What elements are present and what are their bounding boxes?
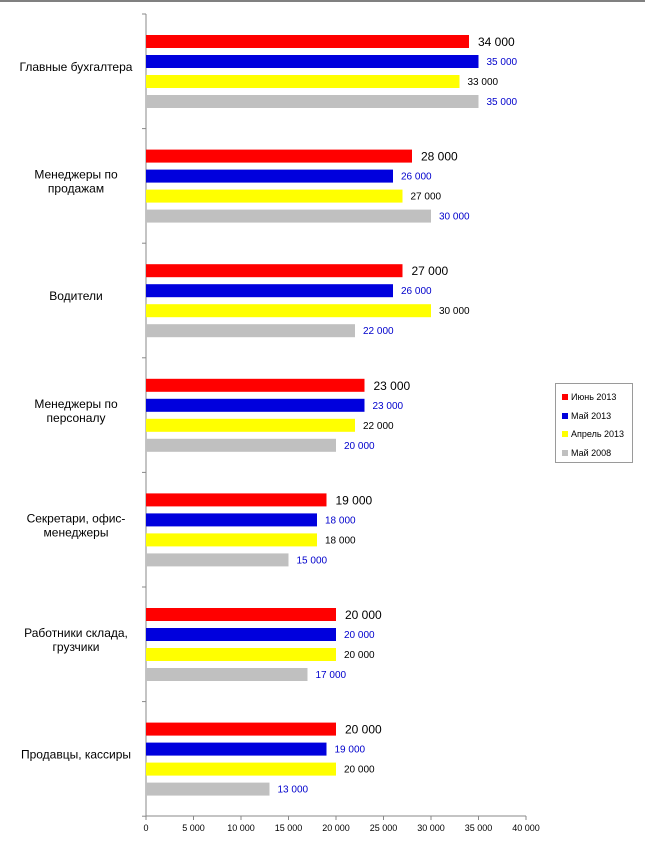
bar-value-label: 28 000 bbox=[421, 150, 458, 164]
category-label: Менеджеры по bbox=[34, 168, 118, 182]
legend-swatch bbox=[562, 449, 568, 456]
bar bbox=[146, 55, 479, 68]
bar bbox=[146, 95, 479, 108]
bar-value-label: 20 000 bbox=[344, 650, 375, 661]
bar bbox=[146, 513, 317, 527]
bar bbox=[146, 493, 327, 507]
legend-item: Май 2013 bbox=[562, 407, 632, 426]
bar bbox=[146, 418, 355, 432]
category-label: Менеджеры по bbox=[34, 397, 118, 411]
bar-value-label: 15 000 bbox=[297, 555, 328, 566]
legend-label: Май 2013 bbox=[571, 410, 612, 421]
bar-value-label: 20 000 bbox=[345, 608, 382, 622]
category-label: продажам bbox=[48, 182, 104, 196]
bar bbox=[146, 169, 393, 183]
x-tick-label: 35 000 bbox=[465, 823, 493, 833]
x-tick-label: 15 000 bbox=[275, 823, 303, 833]
bar bbox=[146, 75, 460, 88]
bar bbox=[146, 189, 403, 203]
category-label: менеджеры bbox=[44, 525, 109, 539]
x-tick-label: 40 000 bbox=[512, 823, 540, 833]
bar-value-label: 30 000 bbox=[439, 212, 470, 223]
legend-item: Апрель 2013 bbox=[562, 425, 632, 444]
category-label: Продавцы, кассиры bbox=[21, 748, 131, 762]
bar bbox=[146, 668, 308, 681]
bar-value-label: 26 000 bbox=[401, 286, 432, 297]
bar bbox=[146, 324, 355, 338]
bar-value-label: 20 000 bbox=[344, 441, 375, 452]
legend-label: Май 2008 bbox=[571, 447, 612, 458]
bar bbox=[146, 742, 327, 756]
bar-value-label: 27 000 bbox=[411, 192, 442, 203]
bar bbox=[146, 533, 317, 547]
bar bbox=[146, 762, 336, 776]
bar bbox=[146, 722, 336, 736]
bar-value-label: 20 000 bbox=[345, 723, 382, 737]
category-label: Работники склада, bbox=[24, 626, 128, 640]
bar bbox=[146, 264, 403, 278]
x-tick-label: 20 000 bbox=[322, 823, 350, 833]
x-tick-label: 25 000 bbox=[370, 823, 398, 833]
legend-item: Июнь 2013 bbox=[562, 388, 632, 407]
bar-value-label: 35 000 bbox=[487, 97, 518, 108]
bar-value-label: 19 000 bbox=[336, 493, 373, 507]
bar bbox=[146, 209, 431, 223]
category-label: Главные бухгалтера bbox=[20, 60, 133, 74]
bar bbox=[146, 378, 365, 392]
x-tick-label: 30 000 bbox=[417, 823, 445, 833]
legend-swatch bbox=[562, 394, 568, 401]
category-label: грузчики bbox=[53, 640, 100, 654]
bar-value-label: 33 000 bbox=[468, 77, 499, 88]
x-tick-label: 0 bbox=[143, 823, 148, 833]
bar-value-label: 19 000 bbox=[335, 745, 366, 756]
bar-value-label: 27 000 bbox=[412, 264, 449, 278]
bar bbox=[146, 648, 336, 661]
bar-value-label: 17 000 bbox=[316, 670, 347, 681]
bar-value-label: 18 000 bbox=[325, 535, 356, 546]
bar bbox=[146, 304, 431, 318]
bar-value-label: 22 000 bbox=[363, 421, 394, 432]
legend-swatch bbox=[562, 431, 568, 438]
category-label: Водители bbox=[49, 289, 102, 303]
bar-value-label: 23 000 bbox=[374, 379, 411, 393]
bar bbox=[146, 284, 393, 298]
legend-swatch bbox=[562, 412, 568, 419]
bar-value-label: 35 000 bbox=[487, 57, 518, 68]
bar-value-label: 20 000 bbox=[344, 630, 375, 641]
bar bbox=[146, 398, 365, 412]
bar-value-label: 13 000 bbox=[278, 785, 309, 796]
category-label: персоналу bbox=[47, 411, 106, 425]
bar-value-label: 26 000 bbox=[401, 172, 432, 183]
x-tick-label: 5 000 bbox=[182, 823, 205, 833]
bar bbox=[146, 553, 289, 567]
bar bbox=[146, 628, 336, 641]
bar-value-label: 18 000 bbox=[325, 515, 356, 526]
bar bbox=[146, 149, 412, 163]
bar-value-label: 23 000 bbox=[373, 401, 404, 412]
category-label: Секретари, офис- bbox=[27, 511, 126, 525]
bar bbox=[146, 608, 336, 621]
bar bbox=[146, 438, 336, 452]
bar bbox=[146, 782, 270, 796]
bar-value-label: 20 000 bbox=[344, 765, 375, 776]
bar bbox=[146, 35, 469, 48]
legend-item: Май 2008 bbox=[562, 444, 632, 463]
legend-label: Апрель 2013 bbox=[571, 429, 625, 440]
legend-label: Июнь 2013 bbox=[571, 392, 617, 403]
legend: Июнь 2013 Май 2013 Апрель 2013 Май 2008 bbox=[555, 383, 633, 463]
bar-value-label: 22 000 bbox=[363, 326, 394, 337]
bar-value-label: 34 000 bbox=[478, 35, 515, 49]
bar-value-label: 30 000 bbox=[439, 306, 470, 317]
x-tick-label: 10 000 bbox=[227, 823, 255, 833]
